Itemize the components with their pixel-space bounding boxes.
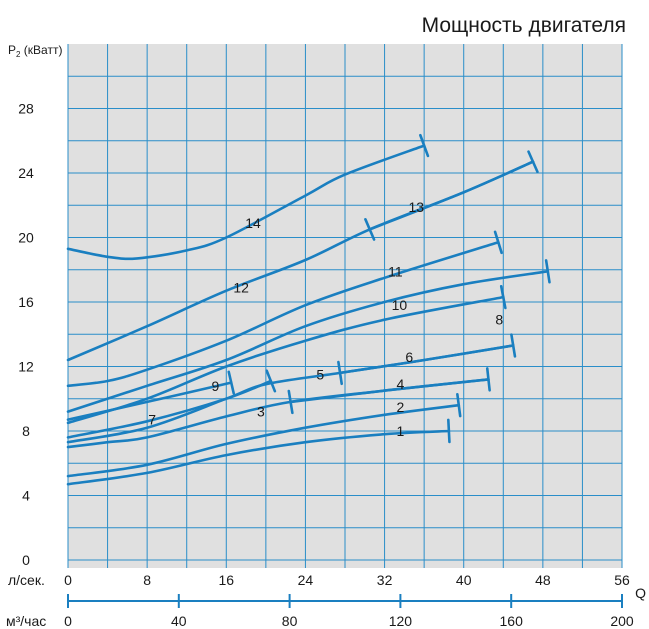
power-curve-14 [66, 144, 426, 261]
curve-label-4: 4 [397, 376, 405, 392]
x-tick-label-ls: 56 [614, 572, 630, 588]
curve-end-tick-13 [527, 150, 539, 174]
x-tick-label-ls: 48 [535, 572, 551, 588]
x-tick-label-ls: 8 [143, 572, 151, 588]
power-curve-10 [66, 270, 550, 413]
q-axis-label: Q [635, 585, 646, 601]
x-tick-label-m3: 200 [610, 613, 634, 629]
power-curves [66, 133, 551, 486]
curve-label-5: 5 [316, 367, 324, 383]
curve-end-tick-9 [227, 370, 235, 395]
power-curve-4 [289, 378, 490, 404]
x-tick-label-m3: 0 [64, 613, 72, 629]
x-tick-labels-ls: 0 8 16 24 32 40 48 56 [64, 572, 630, 588]
y-tick-label: 16 [18, 294, 34, 310]
power-curve-13 [368, 160, 535, 231]
power-curve-7 [66, 379, 273, 439]
x-tick-label-ls: 0 [64, 572, 72, 588]
curve-label-10: 10 [392, 297, 408, 313]
y-tick-label: 28 [18, 100, 34, 116]
y-axis-label-main: P [8, 43, 16, 57]
curve-label-6: 6 [405, 349, 413, 365]
power-curve-2 [66, 403, 461, 478]
y-tick-label: 24 [18, 165, 34, 181]
y-tick-label: 20 [18, 229, 34, 245]
curve-end-tick-7 [265, 369, 277, 393]
curve-end-tick-1 [447, 418, 451, 444]
curve-end-tick-2 [456, 392, 462, 418]
x-tick-labels-m3: 0 40 80 120 160 200 [64, 613, 634, 629]
power-curve-9 [66, 381, 233, 421]
x-tick-label-ls: 24 [298, 572, 314, 588]
x-tick-label-ls: 16 [218, 572, 234, 588]
curve-end-tick-14 [419, 133, 430, 158]
curve-label-2: 2 [397, 399, 405, 415]
x-axis-m3-label: м³/час [6, 613, 46, 629]
curve-label-13: 13 [408, 199, 424, 215]
curve-end-tick-4 [485, 367, 491, 392]
y-tick-label: 4 [22, 487, 30, 503]
curve-end-tick-6 [510, 333, 517, 358]
y-axis-label: P2 (кВатт) [8, 43, 62, 59]
curve-label-7: 7 [148, 412, 156, 428]
y-axis-label-unit: (кВатт) [20, 43, 62, 57]
y-axis-label-subscript: 2 [16, 50, 21, 59]
curve-label-14: 14 [245, 215, 261, 231]
x-tick-label-ls: 32 [377, 572, 393, 588]
power-curve-6 [338, 344, 515, 375]
x-axis-m3 [67, 594, 623, 608]
curve-label-9: 9 [212, 378, 220, 394]
y-tick-label: 0 [22, 552, 30, 568]
y-tick-labels: 0 4 8 12 16 20 24 28 [18, 100, 34, 567]
power-curve-11 [66, 241, 500, 388]
curve-label-11: 11 [388, 263, 403, 279]
x-tick-label-m3: 120 [389, 613, 413, 629]
x-tick-label-m3: 80 [282, 613, 298, 629]
x-tick-label-m3: 160 [500, 613, 524, 629]
power-curve-8 [66, 295, 505, 425]
power-curve-1 [66, 429, 451, 486]
curve-label-8: 8 [495, 312, 503, 328]
y-tick-label: 12 [18, 358, 34, 374]
x-tick-label-ls: 40 [456, 572, 472, 588]
curve-end-tick-10 [544, 259, 551, 284]
curve-label-3: 3 [257, 404, 265, 420]
x-tick-label-m3: 40 [171, 613, 187, 629]
chart-title: Мощность двигателя [422, 14, 626, 37]
curve-end-tick-8 [499, 285, 507, 310]
curve-end-tick-11 [493, 230, 503, 255]
y-tick-label: 8 [22, 423, 30, 439]
curve-label-12: 12 [233, 279, 249, 295]
x-axis-ls-label: л/сек. [8, 572, 45, 588]
curve-label-1: 1 [397, 423, 405, 439]
